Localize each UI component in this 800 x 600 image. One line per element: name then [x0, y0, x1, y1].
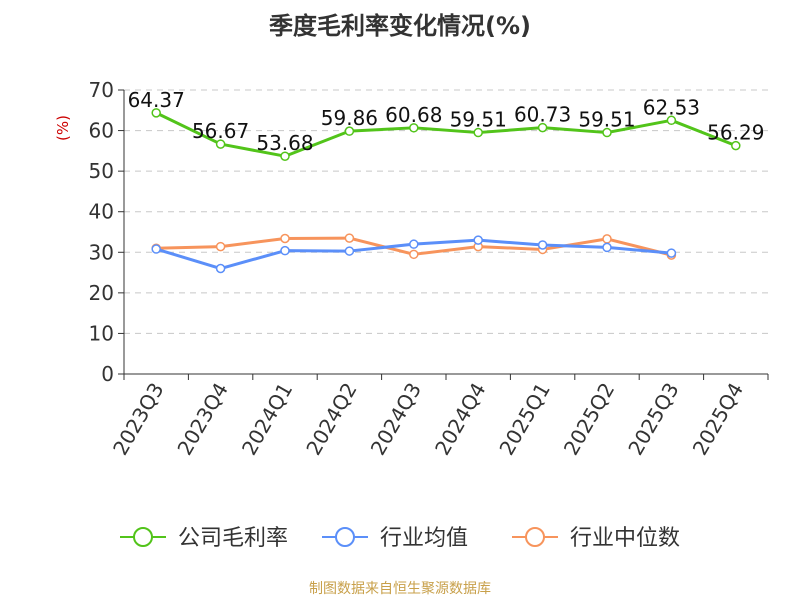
chart-title: 季度毛利率变化情况(%) — [269, 12, 531, 40]
source-note: 制图数据来自恒生聚源数据库 — [309, 581, 491, 597]
data-point[interactable] — [344, 126, 355, 136]
data-point[interactable] — [602, 242, 612, 253]
data-point[interactable] — [215, 241, 226, 252]
data-point[interactable] — [280, 151, 290, 161]
x-tick-label: 2025Q1 — [494, 379, 554, 460]
y-tick-label: 60 — [89, 119, 114, 143]
y-tick-label: 0 — [101, 362, 114, 386]
legend-item[interactable]: 行业中位数 — [512, 526, 680, 551]
data-label: 59.51 — [578, 108, 635, 132]
legend-label: 公司毛利率 — [178, 526, 288, 551]
data-point[interactable] — [473, 127, 483, 138]
data-point[interactable] — [409, 239, 419, 249]
legend-label: 行业均值 — [380, 526, 468, 551]
data-point[interactable] — [602, 127, 612, 138]
data-point[interactable] — [537, 122, 548, 133]
x-tick-label: 2024Q2 — [301, 379, 361, 460]
y-tick-label: 30 — [89, 240, 114, 264]
data-label: 59.86 — [321, 106, 378, 130]
data-label: 60.73 — [514, 103, 571, 127]
data-point[interactable] — [280, 245, 290, 256]
legend-label: 行业中位数 — [570, 526, 680, 551]
x-tick-label: 2025Q4 — [688, 379, 748, 460]
series-行业均值 — [151, 235, 677, 274]
data-point[interactable] — [215, 139, 226, 149]
data-label: 60.68 — [385, 103, 442, 127]
data-labels: 64.37 56.67 53.68 59.86 60.68 59.51 60.73 59.51… — [128, 88, 765, 155]
x-tick-label: 2024Q3 — [366, 379, 426, 460]
x-tick-label: 2023Q3 — [108, 379, 168, 460]
data-point[interactable] — [151, 244, 161, 254]
data-point[interactable] — [151, 108, 161, 118]
data-label: 59.51 — [450, 108, 507, 132]
data-label: 56.29 — [707, 121, 764, 145]
x-tick-label: 2023Q4 — [172, 379, 232, 460]
x-tick-label: 2024Q1 — [237, 379, 297, 460]
data-point[interactable] — [473, 235, 483, 245]
data-point[interactable] — [344, 246, 355, 256]
data-point[interactable] — [409, 123, 419, 133]
data-label: 53.68 — [256, 131, 313, 155]
data-point[interactable] — [731, 140, 741, 151]
data-point[interactable] — [409, 249, 419, 260]
legend-item[interactable]: 行业均值 — [322, 526, 468, 551]
legend-marker — [335, 527, 355, 547]
y-tick-label: 20 — [89, 281, 114, 305]
data-label: 62.53 — [643, 95, 700, 119]
legend-item[interactable]: 公司毛利率 — [120, 526, 288, 551]
data-point[interactable] — [215, 263, 226, 274]
legend[interactable]: 公司毛利率 行业均值 行业中位数 — [120, 526, 680, 551]
data-point[interactable] — [344, 233, 355, 243]
y-tick-label: 50 — [89, 159, 114, 183]
x-tick-label: 2024Q4 — [430, 379, 490, 460]
legend-marker — [133, 527, 153, 547]
data-point[interactable] — [537, 240, 548, 250]
data-point[interactable] — [666, 115, 677, 126]
data-label: 64.37 — [128, 88, 185, 112]
y-axis-label: (%) — [54, 115, 72, 141]
x-tick-label: 2025Q2 — [559, 379, 619, 460]
y-tick-label: 10 — [89, 321, 114, 345]
legend-marker — [525, 527, 545, 547]
data-point[interactable] — [602, 234, 612, 244]
series — [151, 108, 741, 274]
data-label: 56.67 — [192, 119, 249, 143]
x-tick-label: 2025Q3 — [623, 379, 683, 460]
y-tick-label: 40 — [89, 200, 114, 224]
series-line — [155, 111, 737, 158]
data-point[interactable] — [280, 233, 290, 244]
data-point[interactable] — [666, 248, 677, 258]
y-tick-label: 70 — [89, 78, 114, 102]
series-公司毛利率 — [151, 108, 741, 161]
